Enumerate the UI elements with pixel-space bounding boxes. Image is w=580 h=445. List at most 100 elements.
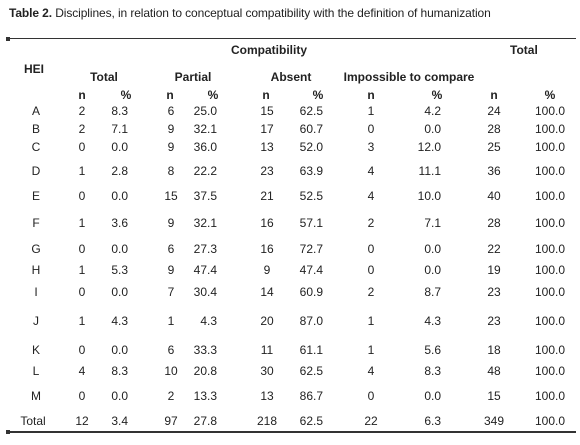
header-group-absent: Absent: [270, 70, 312, 84]
table-cell: 40: [487, 189, 501, 203]
table-cell: 13: [260, 140, 274, 154]
table-cell: 32.1: [193, 122, 217, 136]
table-cell: 3.4: [111, 414, 128, 428]
table-cell: 48: [487, 364, 501, 378]
table-cell: 30: [260, 364, 274, 378]
table-cell: 27.3: [193, 242, 217, 256]
table-cell: 2: [367, 285, 375, 299]
subheader-cell: %: [431, 88, 443, 102]
table-cell: 4: [367, 364, 375, 378]
table-cell: 0.0: [424, 122, 441, 136]
table-cell: 0.0: [111, 343, 128, 357]
table-cell: 9: [167, 140, 175, 154]
table-cell: 87.0: [299, 314, 323, 328]
table-cell: 4.2: [424, 104, 441, 118]
table-cell: 100.0: [534, 364, 565, 378]
table-cell: 16: [260, 242, 274, 256]
table-cell: 28: [487, 216, 501, 230]
row-label: L: [32, 364, 40, 378]
table-cell: 6: [167, 242, 175, 256]
table-cell: 0: [78, 389, 86, 403]
table-cell: 61.1: [299, 343, 323, 357]
table-cell: 13: [260, 389, 274, 403]
table-cell: 15: [487, 389, 501, 403]
table-cell: 37.5: [193, 189, 217, 203]
table-cell: 2.8: [111, 164, 128, 178]
table-cell: 2: [78, 122, 86, 136]
table-cell: 4: [367, 189, 375, 203]
table-cell: 100.0: [534, 216, 565, 230]
table-cell: 30.4: [193, 285, 217, 299]
table-cell: 1: [78, 314, 86, 328]
row-label: D: [31, 164, 41, 178]
table-cell: 23: [260, 164, 274, 178]
table-cell: 23: [487, 285, 501, 299]
table-cell: 0.0: [424, 263, 441, 277]
subheader-cell: %: [312, 88, 324, 102]
table-cell: 21: [260, 189, 274, 203]
table-cell: 100.0: [534, 285, 565, 299]
table-cell: 0.0: [111, 140, 128, 154]
table-cell: 0: [367, 242, 375, 256]
table-cell: 57.1: [299, 216, 323, 230]
caption-label: Table 2.: [9, 6, 52, 20]
table-cell: 100.0: [534, 104, 565, 118]
subheader-cell: %: [207, 88, 219, 102]
table-cell: 5.6: [424, 343, 441, 357]
table-cell: 20.8: [193, 364, 217, 378]
table-cell: 7.1: [424, 216, 441, 230]
row-label: K: [31, 343, 41, 357]
table-cell: 2: [367, 216, 375, 230]
table-cell: 1: [167, 314, 175, 328]
table-cell: 36: [487, 164, 501, 178]
table-cell: 23: [487, 314, 501, 328]
table-cell: 17: [260, 122, 274, 136]
table-cell: 3.6: [111, 216, 128, 230]
table-cell: 6: [167, 343, 175, 357]
row-label: A: [31, 104, 41, 118]
table-cell: 0: [78, 140, 86, 154]
table-cell: 9: [167, 122, 175, 136]
table-cell: 9: [167, 263, 175, 277]
table-cell: 18: [487, 343, 501, 357]
top-rule: [6, 37, 576, 41]
row-label: H: [31, 263, 41, 277]
row-label: J: [33, 314, 39, 328]
row-label: M: [31, 389, 41, 403]
table-cell: 3: [367, 140, 375, 154]
table-cell: 32.1: [193, 216, 217, 230]
table-cell: 13.3: [193, 389, 217, 403]
row-label: F: [32, 216, 40, 230]
table-cell: 22: [487, 242, 501, 256]
table-cell: 11: [260, 343, 274, 357]
table-cell: 1: [78, 164, 86, 178]
subheader-cell: %: [120, 88, 132, 102]
header-group-partial: Partial: [174, 70, 212, 84]
row-label: G: [31, 242, 41, 256]
table-cell: 19: [487, 263, 501, 277]
table-cell: 0: [78, 285, 86, 299]
table-cell: 0.0: [111, 389, 128, 403]
table-cell: 6: [167, 104, 175, 118]
subheader-cell: n: [262, 88, 270, 102]
table-cell: 8.3: [111, 364, 128, 378]
row-label: B: [31, 122, 41, 136]
table-cell: 1: [367, 104, 375, 118]
table-cell: 100.0: [534, 343, 565, 357]
table-cell: 4.3: [111, 314, 128, 328]
subheader-cell: %: [544, 88, 556, 102]
table-cell: 24: [487, 104, 501, 118]
table-cell: 62.5: [299, 414, 323, 428]
table-cell: 52.0: [299, 140, 323, 154]
caption-text: Disciplines, in relation to conceptual c…: [52, 6, 491, 20]
table-cell: 0.0: [424, 242, 441, 256]
table-cell: 36.0: [193, 140, 217, 154]
table-cell: 0.0: [111, 285, 128, 299]
table-cell: 8.3: [424, 364, 441, 378]
table-cell: 100.0: [534, 242, 565, 256]
table-cell: 62.5: [299, 364, 323, 378]
table-cell: 1: [367, 314, 375, 328]
table-cell: 8.3: [111, 104, 128, 118]
table-cell: 8: [167, 164, 175, 178]
table-cell: 15: [164, 189, 178, 203]
